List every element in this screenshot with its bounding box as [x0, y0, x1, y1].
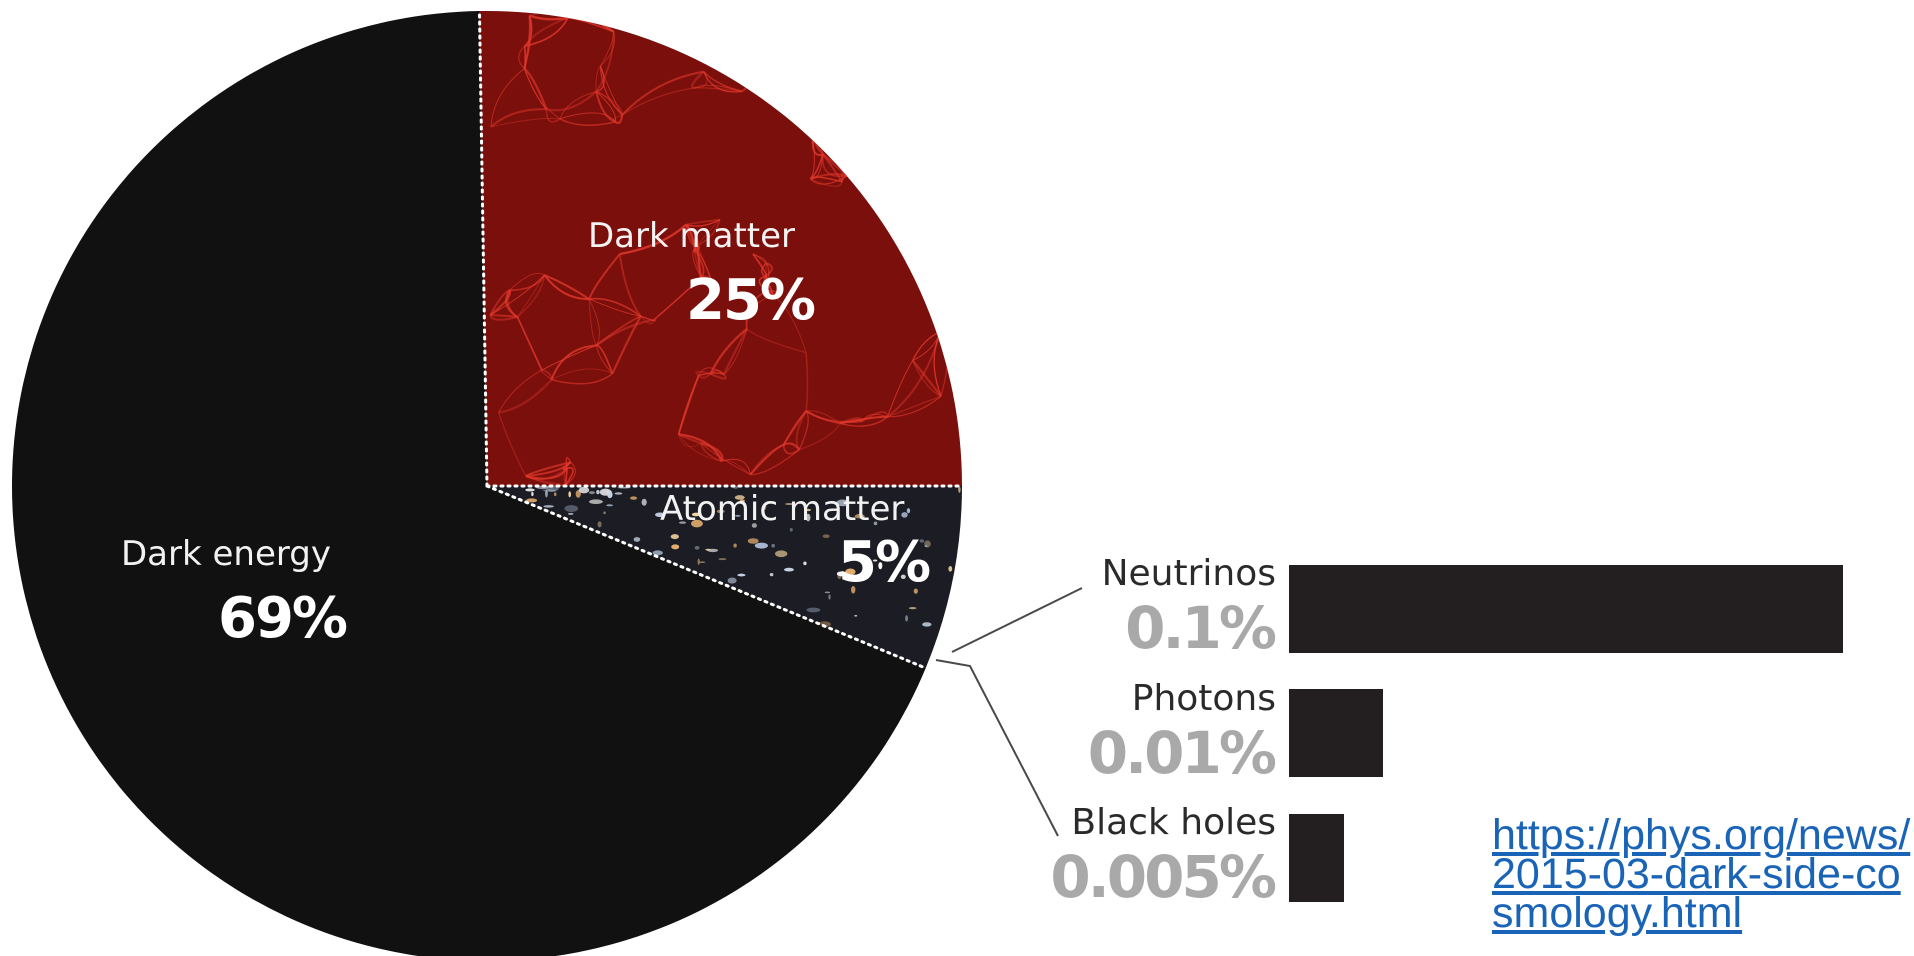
dark-energy-label: Dark energy: [121, 534, 331, 574]
slice-divider: [477, 9, 489, 488]
atomic-matter-label: Atomic matter: [660, 489, 905, 529]
dark-matter-percent: 25%: [686, 268, 816, 333]
dark-matter-label: Dark matter: [588, 216, 796, 256]
breakout-bar-black-holes: [1289, 814, 1344, 902]
black-holes-label: Black holes: [1071, 802, 1276, 843]
neutrinos-percent: 0.1%: [1125, 594, 1277, 662]
dark-energy-slice: [12, 11, 926, 956]
dark-matter-slice: [479, 11, 962, 486]
leader-line-black-holes: [935, 659, 1059, 837]
breakout-bar-photons: [1289, 689, 1383, 777]
photons-label: Photons: [1131, 678, 1276, 719]
source-url-link[interactable]: https://phys.org/news/2015-03-dark-side-…: [1492, 811, 1911, 937]
neutrinos-label: Neutrinos: [1101, 553, 1276, 594]
atomic-matter-percent: 5%: [838, 530, 931, 595]
leader-line-neutrinos: [951, 587, 1083, 653]
dark-energy-percent: 69%: [218, 586, 348, 651]
black-holes-percent: 0.005%: [1050, 843, 1277, 911]
photons-percent: 0.01%: [1087, 719, 1277, 787]
atomic-matter-galaxies: [525, 486, 961, 628]
breakout-bar-neutrinos: [1289, 565, 1843, 653]
atomic-matter-slice: [487, 486, 962, 669]
slice-divider: [485, 484, 928, 670]
